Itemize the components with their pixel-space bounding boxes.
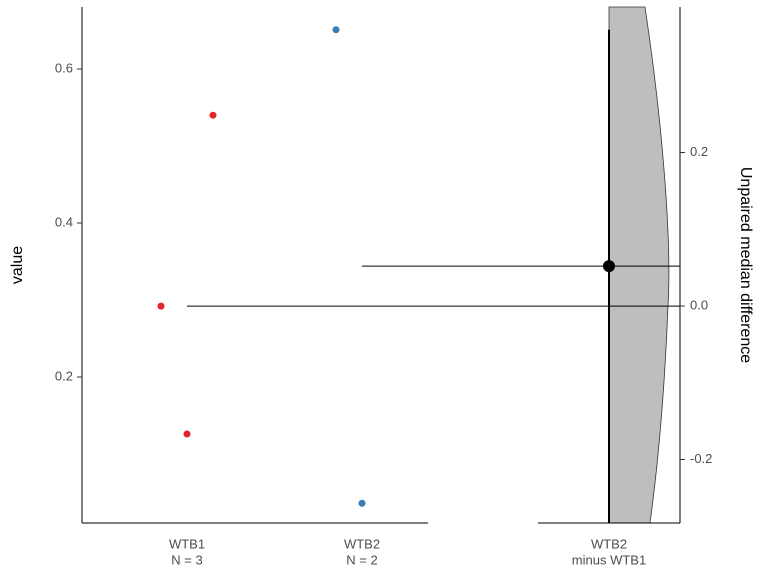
data-point bbox=[209, 111, 217, 119]
delta-label: WTB2 bbox=[591, 536, 627, 551]
y2-tick-label: 0.2 bbox=[690, 144, 708, 159]
x-tick-label: WTB1 bbox=[169, 536, 205, 551]
x-tick-label: WTB2 bbox=[344, 536, 380, 551]
y-tick-label: 0.6 bbox=[55, 60, 73, 75]
data-point bbox=[157, 302, 165, 310]
data-point bbox=[358, 499, 366, 507]
y2-axis-title: Unpaired median difference bbox=[737, 167, 754, 363]
x-tick-label: N = 3 bbox=[171, 552, 202, 567]
x-tick-label: N = 2 bbox=[346, 552, 377, 567]
difference-point bbox=[603, 260, 615, 273]
y-tick-label: 0.2 bbox=[55, 368, 73, 383]
data-point bbox=[183, 430, 191, 438]
delta-label: minus WTB1 bbox=[572, 552, 646, 567]
y2-tick-label: 0.0 bbox=[690, 297, 708, 312]
bootstrap-distribution bbox=[608, 6, 670, 524]
y2-tick-label: -0.2 bbox=[690, 451, 712, 466]
y-tick-label: 0.4 bbox=[55, 214, 73, 229]
y-axis-title: value bbox=[9, 246, 26, 284]
data-point bbox=[332, 26, 340, 34]
